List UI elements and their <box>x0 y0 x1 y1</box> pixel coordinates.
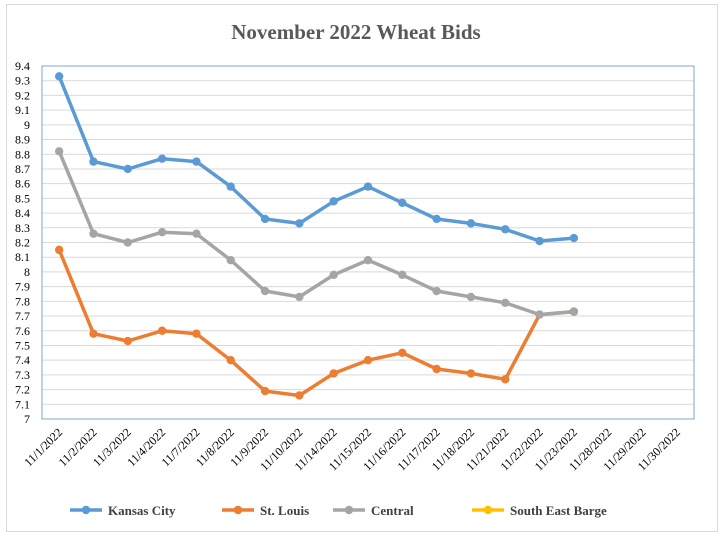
data-point <box>54 245 64 255</box>
data-point <box>123 164 132 174</box>
legend-label: St. Louis <box>260 503 309 518</box>
legend-marker <box>344 505 354 515</box>
data-point <box>226 182 235 191</box>
y-tick-label: 7.8 <box>15 294 30 308</box>
y-tick-label: 9 <box>24 118 30 132</box>
data-point <box>260 214 270 224</box>
y-tick-label: 7 <box>24 412 30 426</box>
data-point <box>192 229 201 238</box>
legend-marker <box>81 505 91 515</box>
data-point <box>260 386 270 396</box>
legend-label: Central <box>371 503 414 518</box>
y-axis: 77.17.27.37.47.57.67.77.87.988.18.28.38.… <box>15 59 30 426</box>
data-point <box>226 255 235 265</box>
y-tick-label: 7.6 <box>15 324 30 338</box>
data-point <box>192 157 201 166</box>
data-point <box>501 375 510 384</box>
chart-frame <box>6 4 718 532</box>
data-point <box>123 238 132 247</box>
y-tick-label: 8.1 <box>15 250 30 264</box>
data-point <box>89 157 98 166</box>
y-tick-label: 7.5 <box>15 338 30 352</box>
y-tick-label: 7.7 <box>15 309 30 323</box>
data-point <box>89 329 98 338</box>
y-tick-label: 8.2 <box>15 236 30 250</box>
y-tick-label: 9.4 <box>15 59 30 73</box>
data-point <box>295 219 304 228</box>
plot-area <box>41 65 695 420</box>
data-point <box>295 391 304 400</box>
data-point <box>398 348 407 358</box>
y-tick-label: 7.4 <box>15 353 30 367</box>
data-point <box>157 154 167 163</box>
y-tick-label: 9.1 <box>15 103 30 117</box>
data-point <box>157 326 167 335</box>
data-point <box>432 214 441 224</box>
y-tick-label: 8.8 <box>15 147 30 161</box>
data-point <box>466 219 476 228</box>
data-point <box>192 329 201 338</box>
legend-marker <box>483 505 493 515</box>
data-point <box>329 197 338 206</box>
data-point <box>329 369 338 378</box>
legend-label: Kansas City <box>108 503 176 518</box>
data-point <box>466 292 476 302</box>
gridlines <box>42 65 694 420</box>
series-line <box>57 150 575 317</box>
legend-label: South East Barge <box>510 503 607 518</box>
y-tick-label: 8.9 <box>15 133 30 147</box>
series-group <box>54 72 579 400</box>
legend-marker <box>233 505 243 515</box>
data-point <box>54 147 64 156</box>
data-point <box>432 286 441 296</box>
y-tick-label: 8.4 <box>15 206 30 220</box>
data-point <box>363 255 373 265</box>
series-3 <box>54 147 579 319</box>
data-point <box>466 369 476 378</box>
y-tick-label: 9.3 <box>15 74 30 88</box>
data-point <box>569 307 579 316</box>
y-tick-label: 7.2 <box>15 383 30 397</box>
series-1 <box>54 72 579 246</box>
x-axis: 11/1/202211/2/202211/3/202211/4/202211/7… <box>21 425 683 473</box>
series-line <box>57 249 575 398</box>
data-point <box>398 198 407 207</box>
y-tick-label: 8.7 <box>15 162 30 176</box>
data-point <box>157 228 167 237</box>
data-point <box>432 364 441 374</box>
data-point <box>54 72 64 81</box>
series-2 <box>54 245 579 400</box>
y-tick-label: 8.6 <box>15 177 30 191</box>
y-tick-label: 8.3 <box>15 221 30 235</box>
legend: Kansas City St. Louis Central South East Ba… <box>70 503 607 518</box>
data-point <box>501 298 510 308</box>
data-point <box>501 225 510 234</box>
data-point <box>363 355 373 365</box>
series-line <box>57 75 575 243</box>
y-tick-label: 7.3 <box>15 368 30 382</box>
data-point <box>295 292 304 302</box>
y-tick-label: 8.5 <box>15 191 30 205</box>
data-point <box>535 310 544 319</box>
chart-title: November 2022 Wheat Bids <box>231 20 480 44</box>
y-tick-label: 7.1 <box>15 397 30 411</box>
data-point <box>123 336 132 346</box>
data-point <box>569 233 579 243</box>
data-point <box>329 270 338 280</box>
data-point <box>260 286 270 296</box>
y-tick-label: 7.9 <box>15 280 30 294</box>
y-tick-label: 8 <box>24 265 30 279</box>
data-point <box>535 236 544 246</box>
data-point <box>89 229 98 238</box>
data-point <box>398 270 407 280</box>
data-point <box>226 355 235 365</box>
y-tick-label: 9.2 <box>15 88 30 102</box>
data-point <box>363 182 373 191</box>
